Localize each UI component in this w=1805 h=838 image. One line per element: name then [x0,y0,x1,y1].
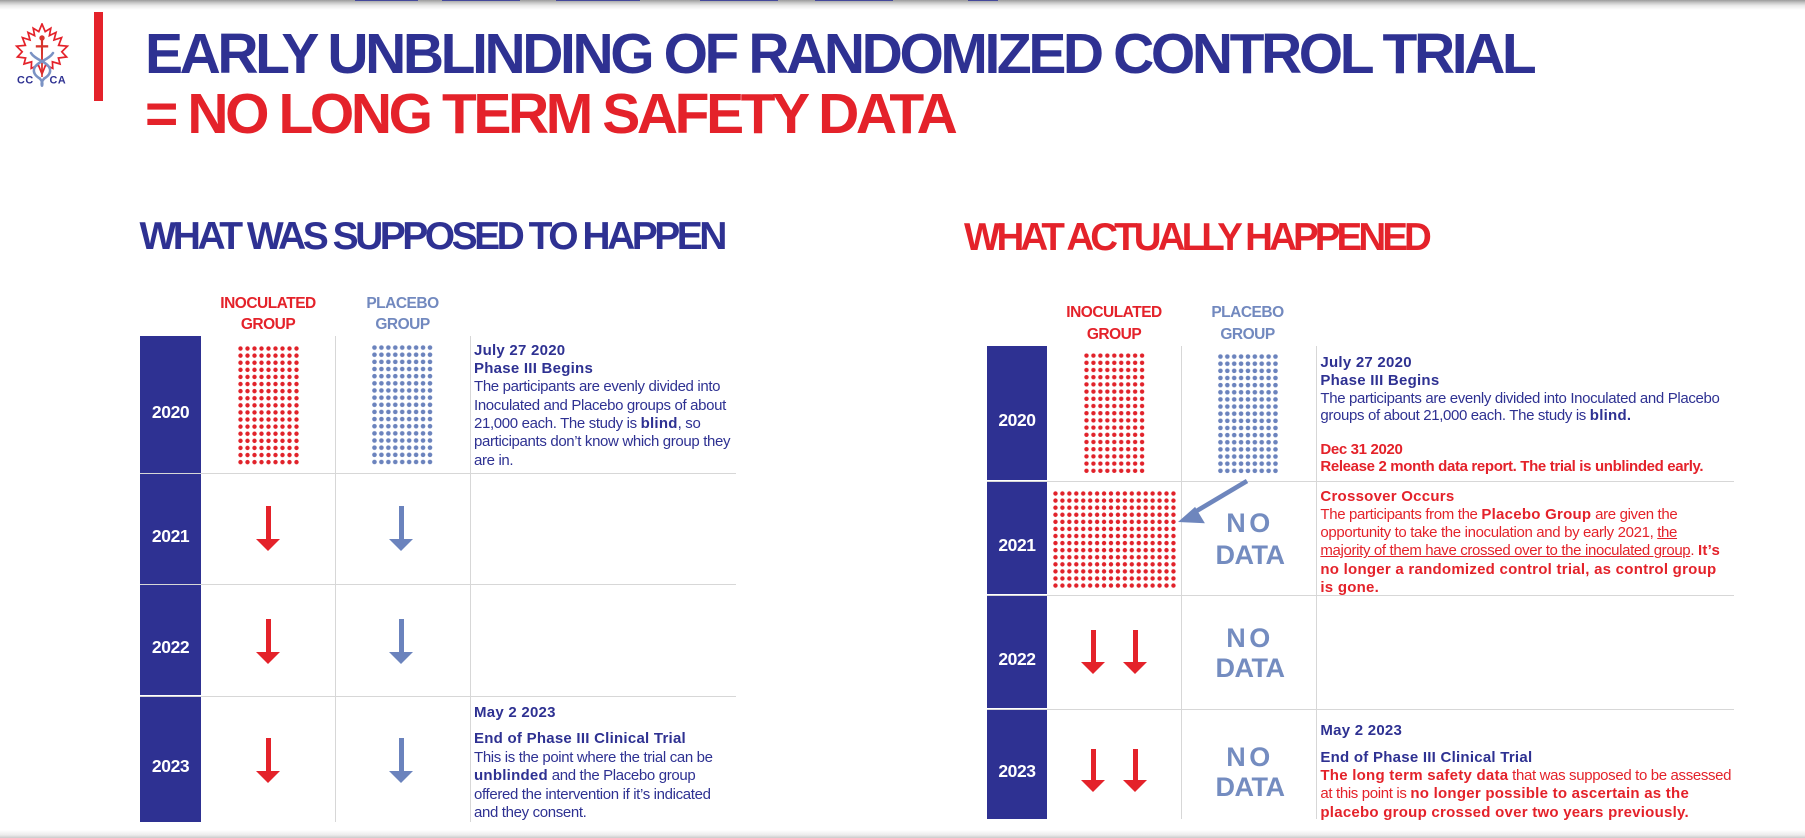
svg-text:CC: CC [17,75,34,87]
svg-text:CA: CA [50,75,67,87]
